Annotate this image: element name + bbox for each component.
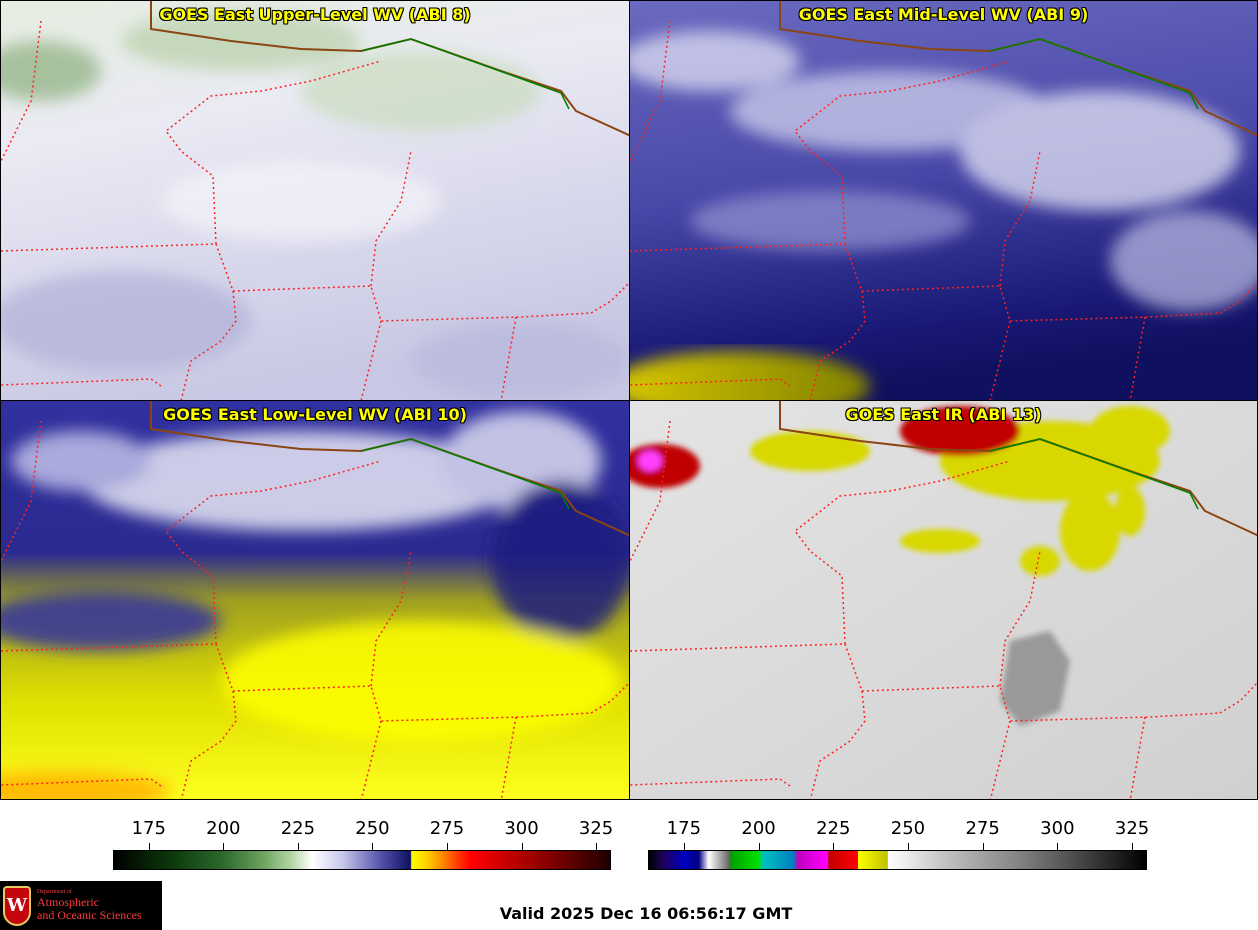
crest-letter: W [6,895,28,916]
map-ir [630,401,1257,799]
aos-logo: W Department of Atmospheric and Oceanic … [0,881,162,930]
colorbar-wv-tick: 275 [429,818,465,839]
colorbar-ir-ticks: 175 200 225 250 275 300 325 [648,812,1150,850]
colorbar-ir-tick: 225 [816,818,851,839]
colorbar-ir-tick: 300 [1040,818,1075,839]
colorbar-tickmark [1057,843,1059,850]
colorbar-tickmark [833,843,835,850]
colorbar-tickmark [758,843,760,850]
colorbar-tickmark [372,843,374,850]
panel-title-ir: GOES East IR (ABI 13) [845,405,1042,424]
colorbar-wv: 175 200 225 250 275 300 325 [113,812,614,872]
panel-title-low: GOES East Low-Level WV (ABI 10) [163,405,467,424]
colorbar-tickmark [1132,843,1134,850]
colorbar-tickmark [683,843,685,850]
map-upper-level-wv [1,1,629,400]
panel-low-level-wv: GOES East Low-Level WV (ABI 10) [0,400,630,800]
panel-mid-level-wv: GOES East Mid-Level WV (ABI 9) [629,0,1258,401]
panel-title-mid: GOES East Mid-Level WV (ABI 9) [798,5,1089,24]
logo-department-line: Department of [37,889,72,896]
logo-name-line-2: and Oceanic Sciences [37,907,142,922]
colorbar-tickmark [907,843,909,850]
colorbar-wv-tick: 250 [355,818,390,839]
colorbar-wv-tick: 200 [206,818,241,839]
colorbar-tickmark [521,843,523,850]
logo-name-line-1: Atmospheric [37,894,99,909]
colorbar-wv-tick: 225 [280,818,316,839]
satellite-panel-grid: GOES East Upper-Level WV (ABI 8) [0,0,1258,800]
colorbar-ir-tick: 250 [890,818,926,839]
map-low-level-wv [1,401,629,799]
map-borders [1,1,629,400]
colorbar-ir-gradient [648,850,1147,870]
colorbar-wv-tick: 325 [578,818,614,839]
colorbar-wv-ticks: 175 200 225 250 275 300 325 [113,812,614,850]
logo-text: Department of Atmospheric and Oceanic Sc… [37,889,142,922]
colorbar-wv-tick: 175 [131,818,166,839]
panel-upper-level-wv: GOES East Upper-Level WV (ABI 8) [0,0,630,401]
colorbar-tickmark [223,843,225,850]
colorbar-ir-tick: 275 [965,818,1000,839]
colorbar-tickmark [297,843,299,850]
colorbar-wv-tick: 300 [504,818,539,839]
colorbar-tickmark [596,843,598,850]
colorbar-tickmark [148,843,150,850]
colorbar-ir-tick: 200 [741,818,776,839]
colorbar-wv-gradient [113,850,611,870]
colorbar-tickmark [982,843,984,850]
colorbar-ir-tick: 175 [666,818,702,839]
colorbar-ir-tick: 325 [1114,818,1150,839]
panel-ir: GOES East IR (ABI 13) [629,400,1258,800]
map-mid-level-wv [630,1,1257,400]
valid-time-label: Valid 2025 Dec 16 06:56:17 GMT [499,904,793,923]
colorbar-ir: 175 200 225 250 275 300 325 [648,812,1150,872]
uw-crest-icon: W [3,885,31,926]
colorbar-tickmark [446,843,448,850]
panel-title-upper: GOES East Upper-Level WV (ABI 8) [159,5,471,24]
